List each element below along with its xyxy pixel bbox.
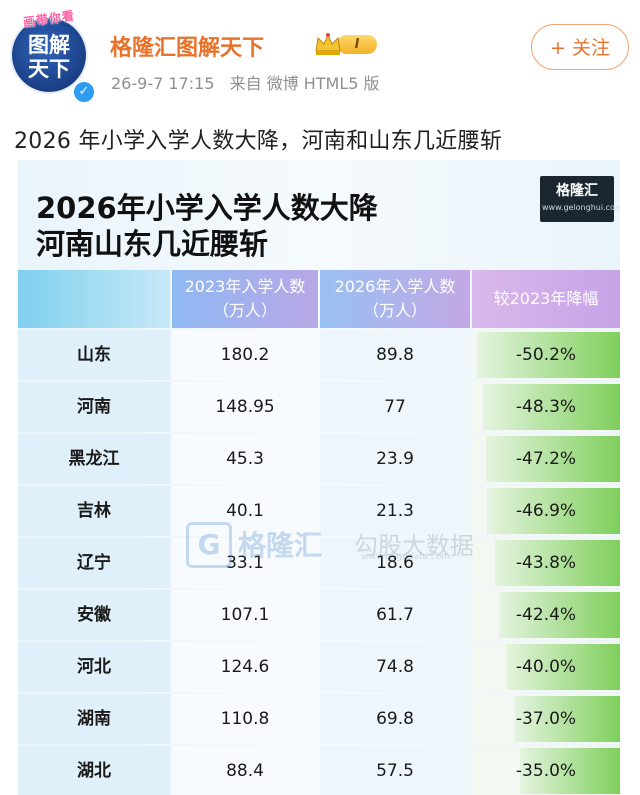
cell-2023: 40.1 [172,486,318,536]
cell-2023: 110.8 [172,694,318,744]
cell-province: 河南 [18,382,170,432]
cell-2023: 88.4 [172,746,318,795]
header-province [18,270,170,328]
watermark-partner: 勾股大数据 [354,532,474,560]
post-timestamp: 26-9-7 17:15 [111,74,215,93]
watermark: G 格隆汇 勾股大数据 www.gogudata.com [186,522,486,572]
change-bar [477,332,620,378]
logo-text: 格隆汇 [556,183,598,199]
post-source: 来自 微博 HTML5 版 [229,74,380,93]
table-row: 黑龙江 45.3 23.9 -47.2% [18,434,620,484]
level-pill: I [337,35,377,54]
change-value: -42.4% [515,605,577,625]
cell-change: -42.4% [472,590,620,640]
header-2023: 2023年入学人数 （万人） [172,270,318,328]
table-row: 吉林 40.1 21.3 -46.9% [18,486,620,536]
cell-2026: 74.8 [320,642,470,692]
avatar-line1: 图解 [28,33,70,57]
change-value: -47.2% [515,449,577,469]
cell-2023: 33.1 [172,538,318,588]
cell-2023: 107.1 [172,590,318,640]
cell-change: -37.0% [472,694,620,744]
table-row: 山东 180.2 89.8 -50.2% [18,330,620,380]
change-value: -43.8% [515,553,577,573]
cell-2026: 18.6 [320,538,470,588]
table-row: 湖北 88.4 57.5 -35.0% [18,746,620,795]
watermark-url: www.gogudata.com [361,552,451,562]
header-change: 较2023年降幅 [472,270,620,328]
cell-province: 黑龙江 [18,434,170,484]
change-value: -37.0% [515,709,577,729]
cell-province: 安徽 [18,590,170,640]
cell-2026: 61.7 [320,590,470,640]
cell-province: 辽宁 [18,538,170,588]
infographic-image[interactable]: 2026年小学入学人数大降 河南山东几近腰斩 格隆汇 www.gelonghui… [18,160,620,795]
header-2026: 2026年入学人数 （万人） [320,270,470,328]
cell-2023: 148.95 [172,382,318,432]
cell-province: 吉林 [18,486,170,536]
cell-change: -46.9% [472,486,620,536]
cell-change: -50.2% [472,330,620,380]
cell-change: -43.8% [472,538,620,588]
avatar-line2: 天下 [28,57,70,81]
table-row: 湖南 110.8 69.8 -37.0% [18,694,620,744]
post-text: 2026 年小学入学人数大降，河南和山东几近腰斩 [14,129,503,154]
cell-province: 河北 [18,642,170,692]
cell-province: 湖北 [18,746,170,795]
crown-icon [315,33,341,55]
cell-2023: 45.3 [172,434,318,484]
post-header: 画带你看 图解 天下 ✓ 格隆汇图解天下 I 26-9-7 17:15 来自 微… [0,0,640,110]
cell-change: -40.0% [472,642,620,692]
avatar-ring-text: 画带你看 [22,8,76,30]
follow-button[interactable]: + 关注 [531,24,629,70]
cell-2026: 77 [320,382,470,432]
member-badge[interactable]: I [313,31,379,57]
title-line1: 2026年小学入学人数大降 [36,191,378,225]
change-bar [486,436,620,482]
table-row: 辽宁 33.1 18.6 -43.8% [18,538,620,588]
cell-2026: 57.5 [320,746,470,795]
change-bar [506,644,620,690]
cell-province: 湖南 [18,694,170,744]
cell-2026: 89.8 [320,330,470,380]
table-row: 河北 124.6 74.8 -40.0% [18,642,620,692]
table-header: 2023年入学人数 （万人） 2026年入学人数 （万人） 较2023年降幅 [18,270,620,328]
change-bar [520,748,620,794]
change-bar [487,488,620,534]
infographic-title: 2026年小学入学人数大降 河南山东几近腰斩 [36,190,378,262]
change-value: -48.3% [515,397,577,417]
change-bar [499,592,620,638]
cell-2026: 69.8 [320,694,470,744]
cell-2026: 21.3 [320,486,470,536]
verified-icon: ✓ [72,80,96,104]
watermark-brand: 格隆汇 [238,529,323,562]
cell-2023: 124.6 [172,642,318,692]
logo-url: www.gelonghui.com [542,203,620,212]
cell-2026: 23.9 [320,434,470,484]
change-value: -50.2% [515,345,577,365]
cell-province: 山东 [18,330,170,380]
post-meta: 26-9-7 17:15 来自 微博 HTML5 版 [111,70,390,94]
change-bar [495,540,620,586]
cell-change: -48.3% [472,382,620,432]
change-bar [483,384,620,430]
change-value: -35.0% [515,761,577,781]
avatar[interactable]: 画带你看 图解 天下 ✓ [12,8,96,104]
change-value: -46.9% [515,501,577,521]
brand-logo: 格隆汇 www.gelonghui.com [540,176,620,222]
cell-2023: 180.2 [172,330,318,380]
change-bar [515,696,620,742]
table-row: 河南 148.95 77 -48.3% [18,382,620,432]
table-row: 安徽 107.1 61.7 -42.4% [18,590,620,640]
user-name[interactable]: 格隆汇图解天下 [110,36,265,61]
change-value: -40.0% [515,657,577,677]
cell-change: -47.2% [472,434,620,484]
watermark-logo-icon: G [186,522,232,568]
cell-change: -35.0% [472,746,620,795]
title-line2: 河南山东几近腰斩 [36,227,269,261]
